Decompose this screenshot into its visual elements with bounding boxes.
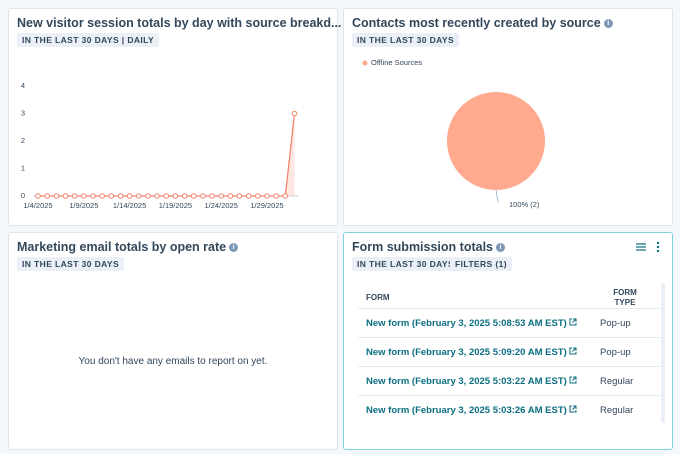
point [163,193,170,199]
y-tick-label: 3 [21,108,25,117]
point [35,193,41,199]
line [38,113,296,197]
badge: IN THE LAST 30 DAYS [352,257,460,271]
point [81,193,87,199]
x-tick-label: 1/9/2025 [69,201,98,210]
form-link[interactable]: New form (February 3, 2025 5:03:22 AM ES… [366,376,577,387]
x-tick-label: 1/4/2025 [23,201,52,210]
external-icon [569,347,577,355]
card-title: Form submission totals i [352,240,505,254]
point [154,193,160,199]
point [53,193,60,199]
point [145,193,151,199]
point [273,193,279,199]
empty-message: You don't have any emails to report on y… [78,356,268,367]
table-row: New form (February 3, 2025 5:03:22 AM ES… [358,366,660,396]
card-title: Contacts most recently created by source… [352,16,613,30]
x-tick-label: 1/19/2025 [159,201,192,210]
x-tick-label: 1/24/2025 [205,201,238,210]
point [90,193,96,199]
legend-dot [362,60,368,66]
badge: IN THE LAST 30 DAYS | DAILY [17,33,160,47]
info-icon[interactable]: i [603,18,613,28]
form-link[interactable]: New form (February 3, 2025 5:03:26 AM ES… [366,405,577,416]
x-tick-label: 1/29/2025 [250,201,283,210]
table-row: New form (February 3, 2025 5:03:26 AM ES… [358,395,660,425]
point [126,193,133,199]
point [181,193,188,199]
scrollbar[interactable] [661,283,665,423]
point [62,193,69,199]
point [172,193,179,199]
point [135,193,142,199]
form-type: Regular [600,376,634,387]
y-tick-label: 2 [21,136,25,145]
point [71,193,78,199]
line-chart: 0 1 2 3 4 1/4/2025 1/9/2025 1/14/2025 1/19/2025 1… [21,81,299,210]
point [99,193,105,199]
form-link[interactable]: New form (February 3, 2025 5:08:53 AM ES… [366,318,577,329]
pie-slice [447,92,545,190]
point [209,193,215,199]
form-type: Pop-up [600,347,631,358]
point [245,193,252,199]
line-area [38,113,295,196]
leader-line [495,189,499,203]
y-tick-label: 4 [21,81,25,90]
external-icon [569,376,577,384]
point [227,193,234,199]
form-type: Regular [600,405,634,416]
point [117,193,124,199]
card-title: Marketing email totals by open rate i [17,240,239,254]
title-text: Marketing email totals by open rate [17,240,227,254]
table-row: New form (February 3, 2025 5:09:20 AM ES… [358,337,660,367]
point [255,193,261,199]
external-icon [569,405,577,413]
filter-badge[interactable]: FILTERS (1) [450,257,512,271]
point [108,193,115,199]
title-text: Form submission totals [352,240,493,254]
point [44,193,50,199]
email-card: Marketing email totals by open rate i IN … [8,232,338,450]
point [264,193,270,199]
line-card: New visitor session totals by day with s… [8,8,354,226]
card-actions[interactable] [634,241,664,253]
pie-card: Contacts most recently created by source… [343,8,673,226]
column-header: FORM [366,293,390,302]
point [291,110,298,117]
external-icon [569,318,577,326]
table-row: New form (February 3, 2025 5:08:53 AM ES… [358,308,660,338]
legend-label: Offline Sources [371,58,422,67]
data-label: 100% (2) [509,200,540,209]
point [190,193,197,199]
info-icon[interactable]: i [229,242,239,252]
column-header[interactable]: FORM TYPE [613,288,637,307]
title-text: New visitor session totals by day with s… [17,16,342,30]
form-type: Pop-up [600,318,631,329]
form-link[interactable]: New form (February 3, 2025 5:09:20 AM ES… [366,347,577,358]
point [236,193,243,199]
pie-chart: Offline Sources 100% (2) [362,58,545,209]
badge: IN THE LAST 30 DAYS [17,257,125,271]
form-card: Form submission totals i IN THE LAST 30 D… [343,232,673,450]
x-tick-label: 1/14/2025 [113,201,146,210]
y-tick-label: 1 [21,163,25,172]
point [200,193,206,199]
title-text: Contacts most recently created by source [352,16,601,30]
point [282,193,289,199]
info-icon[interactable]: i [496,242,505,252]
y-tick-label: 0 [21,191,25,200]
point [218,193,224,199]
badge: IN THE LAST 30 DAYS [352,33,460,47]
